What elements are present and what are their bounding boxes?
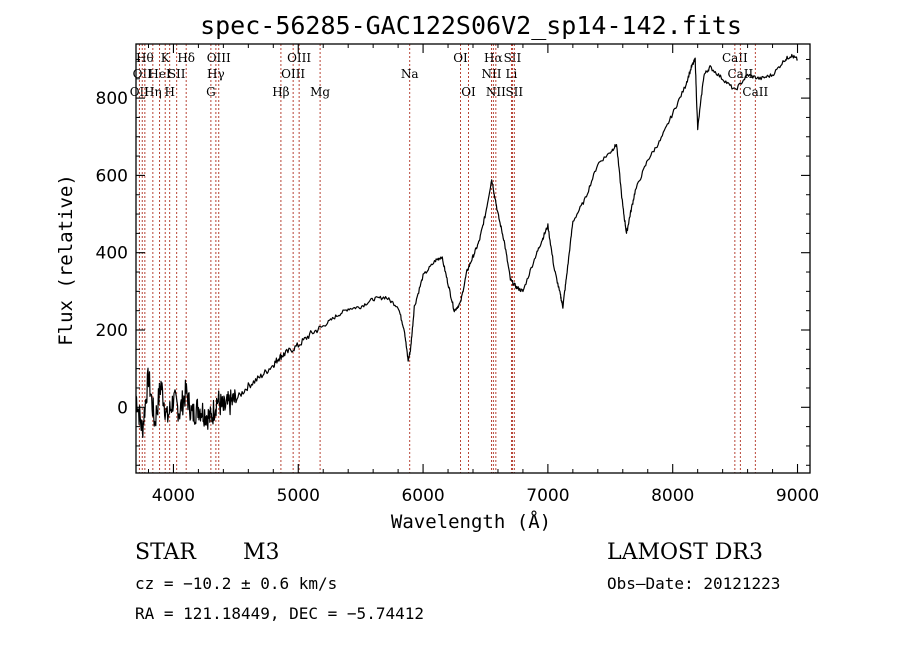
x-axis-label: Wavelength (Å) (391, 510, 551, 533)
line-label: OIII (287, 51, 311, 65)
y-tick-label: 800 (96, 89, 128, 109)
line-label: OII (130, 85, 150, 99)
x-axis-ticks: 4000 5000 6000 7000 8000 9000 (147, 44, 819, 506)
object-subclass: M3 (243, 540, 280, 565)
y-tick-label: 0 (117, 398, 128, 418)
line-label: Hθ (136, 51, 154, 65)
line-label: NII (486, 85, 506, 99)
plot-frame (135, 43, 811, 474)
x-tick-label: 8000 (651, 486, 694, 506)
redshift-label: cz = −10.2 ± 0.6 km/s (135, 574, 338, 593)
line-label: OIII (281, 67, 305, 81)
line-label: Hβ (272, 85, 289, 99)
coordinates-label: RA = 121.18449, DEC = −5.74412 (135, 604, 424, 623)
line-label: Na (401, 67, 419, 81)
object-class: STAR (135, 540, 196, 565)
line-label: OI (461, 85, 476, 99)
line-label: SII (505, 85, 523, 99)
line-label: OIII (207, 51, 231, 65)
x-tick-label: 7000 (526, 486, 569, 506)
line-label: SII (168, 67, 186, 81)
y-tick-label: 400 (96, 244, 128, 264)
survey-label: LAMOST DR3 (607, 540, 763, 565)
line-label: OII (133, 67, 153, 81)
y-tick-label: 600 (96, 166, 128, 186)
obs-date-label: Obs–Date: 20121223 (607, 574, 781, 593)
x-tick-label: 4000 (152, 486, 195, 506)
line-label: K (161, 51, 171, 65)
line-label: Hα (484, 51, 503, 65)
chart-title: spec-56285-GAC122S06V2_sp14-142.fits (200, 11, 742, 40)
line-label: Mg (310, 85, 330, 99)
line-label: OI (453, 51, 468, 65)
y-axis-label: Flux (relative) (55, 174, 77, 346)
line-label: H (164, 85, 174, 99)
y-axis-ticks: 0 200 400 600 800 (96, 58, 810, 466)
x-tick-label: 6000 (401, 486, 444, 506)
line-label: Li (506, 67, 518, 81)
x-tick-label: 9000 (776, 486, 819, 506)
line-label: CaII (742, 85, 768, 99)
spectrum-line (135, 53, 798, 438)
y-tick-label: 200 (96, 321, 128, 341)
line-label: SII (504, 51, 522, 65)
line-label: G (206, 85, 216, 99)
line-label: Hγ (207, 67, 225, 81)
line-label: Hδ (177, 51, 195, 65)
line-label: CaII (722, 51, 748, 65)
line-label: CaII (727, 67, 753, 81)
line-label: Hη (144, 85, 162, 99)
x-tick-label: 5000 (277, 486, 320, 506)
line-label: NII (481, 67, 501, 81)
